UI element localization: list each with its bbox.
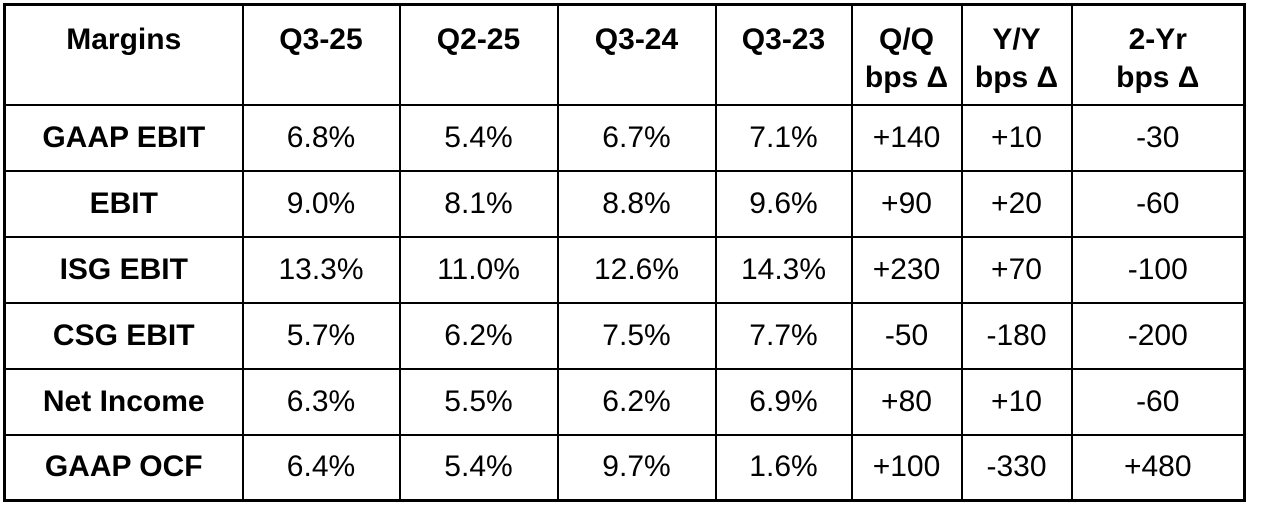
cell-2yr-bps: -30 (1070, 103, 1246, 172)
cell-2yr-bps: -60 (1070, 169, 1246, 238)
cell-q3-23: 7.7% (714, 301, 853, 370)
cell-qq-bps: +100 (850, 433, 963, 502)
row-label: ISG EBIT (3, 235, 244, 304)
cell-2yr-bps: +480 (1070, 433, 1246, 502)
column-header-q2-25: Q2-25 (398, 3, 559, 106)
cell-q3-25: 13.3% (241, 235, 401, 304)
column-header-q3-23: Q3-23 (714, 3, 853, 106)
cell-q2-25: 5.5% (398, 367, 559, 436)
cell-q3-25: 6.3% (241, 367, 401, 436)
row-label: CSG EBIT (3, 301, 244, 370)
cell-q2-25: 5.4% (398, 433, 559, 502)
table-header-row: Margins Q3-25 Q2-25 Q3-24 Q3-23 Q/Q bps … (3, 3, 1246, 106)
cell-q3-23: 7.1% (714, 103, 853, 172)
cell-2yr-bps: -100 (1070, 235, 1246, 304)
table-row-isg-ebit: ISG EBIT 13.3% 11.0% 12.6% 14.3% +230 +7… (3, 235, 1246, 304)
cell-q3-25: 9.0% (241, 169, 401, 238)
cell-yy-bps: -330 (960, 433, 1073, 502)
cell-q3-24: 8.8% (556, 169, 717, 238)
cell-q2-25: 8.1% (398, 169, 559, 238)
cell-q3-23: 1.6% (714, 433, 853, 502)
cell-2yr-bps: -200 (1070, 301, 1246, 370)
cell-q3-25: 5.7% (241, 301, 401, 370)
column-header-2yr-bps-delta: 2-Yr bps Δ (1070, 3, 1246, 106)
cell-qq-bps: +80 (850, 367, 963, 436)
cell-q3-24: 9.7% (556, 433, 717, 502)
cell-q3-23: 6.9% (714, 367, 853, 436)
cell-q2-25: 6.2% (398, 301, 559, 370)
column-header-margins: Margins (3, 3, 244, 106)
row-label: EBIT (3, 169, 244, 238)
cell-qq-bps: +90 (850, 169, 963, 238)
cell-qq-bps: +230 (850, 235, 963, 304)
cell-q2-25: 11.0% (398, 235, 559, 304)
row-label: GAAP EBIT (3, 103, 244, 172)
margins-table: Margins Q3-25 Q2-25 Q3-24 Q3-23 Q/Q bps … (3, 3, 1246, 502)
cell-qq-bps: -50 (850, 301, 963, 370)
cell-yy-bps: +70 (960, 235, 1073, 304)
table-row-csg-ebit: CSG EBIT 5.7% 6.2% 7.5% 7.7% -50 -180 -2… (3, 301, 1246, 370)
cell-q3-24: 7.5% (556, 301, 717, 370)
cell-yy-bps: +10 (960, 103, 1073, 172)
cell-q3-23: 14.3% (714, 235, 853, 304)
cell-q3-24: 12.6% (556, 235, 717, 304)
column-header-q3-25: Q3-25 (241, 3, 401, 106)
cell-q3-24: 6.7% (556, 103, 717, 172)
cell-yy-bps: +10 (960, 367, 1073, 436)
cell-qq-bps: +140 (850, 103, 963, 172)
cell-2yr-bps: -60 (1070, 367, 1246, 436)
table-row-gaap-ebit: GAAP EBIT 6.8% 5.4% 6.7% 7.1% +140 +10 -… (3, 103, 1246, 172)
table-row-net-income: Net Income 6.3% 5.5% 6.2% 6.9% +80 +10 -… (3, 367, 1246, 436)
column-header-yy-bps-delta: Y/Y bps Δ (960, 3, 1073, 106)
cell-q3-23: 9.6% (714, 169, 853, 238)
table-row-ebit: EBIT 9.0% 8.1% 8.8% 9.6% +90 +20 -60 (3, 169, 1246, 238)
column-header-q3-24: Q3-24 (556, 3, 717, 106)
cell-q3-25: 6.8% (241, 103, 401, 172)
cell-yy-bps: +20 (960, 169, 1073, 238)
column-header-qq-bps-delta: Q/Q bps Δ (850, 3, 963, 106)
cell-q3-24: 6.2% (556, 367, 717, 436)
table-row-gaap-ocf: GAAP OCF 6.4% 5.4% 9.7% 1.6% +100 -330 +… (3, 433, 1246, 502)
cell-q2-25: 5.4% (398, 103, 559, 172)
row-label: GAAP OCF (3, 433, 244, 502)
cell-q3-25: 6.4% (241, 433, 401, 502)
cell-yy-bps: -180 (960, 301, 1073, 370)
row-label: Net Income (3, 367, 244, 436)
